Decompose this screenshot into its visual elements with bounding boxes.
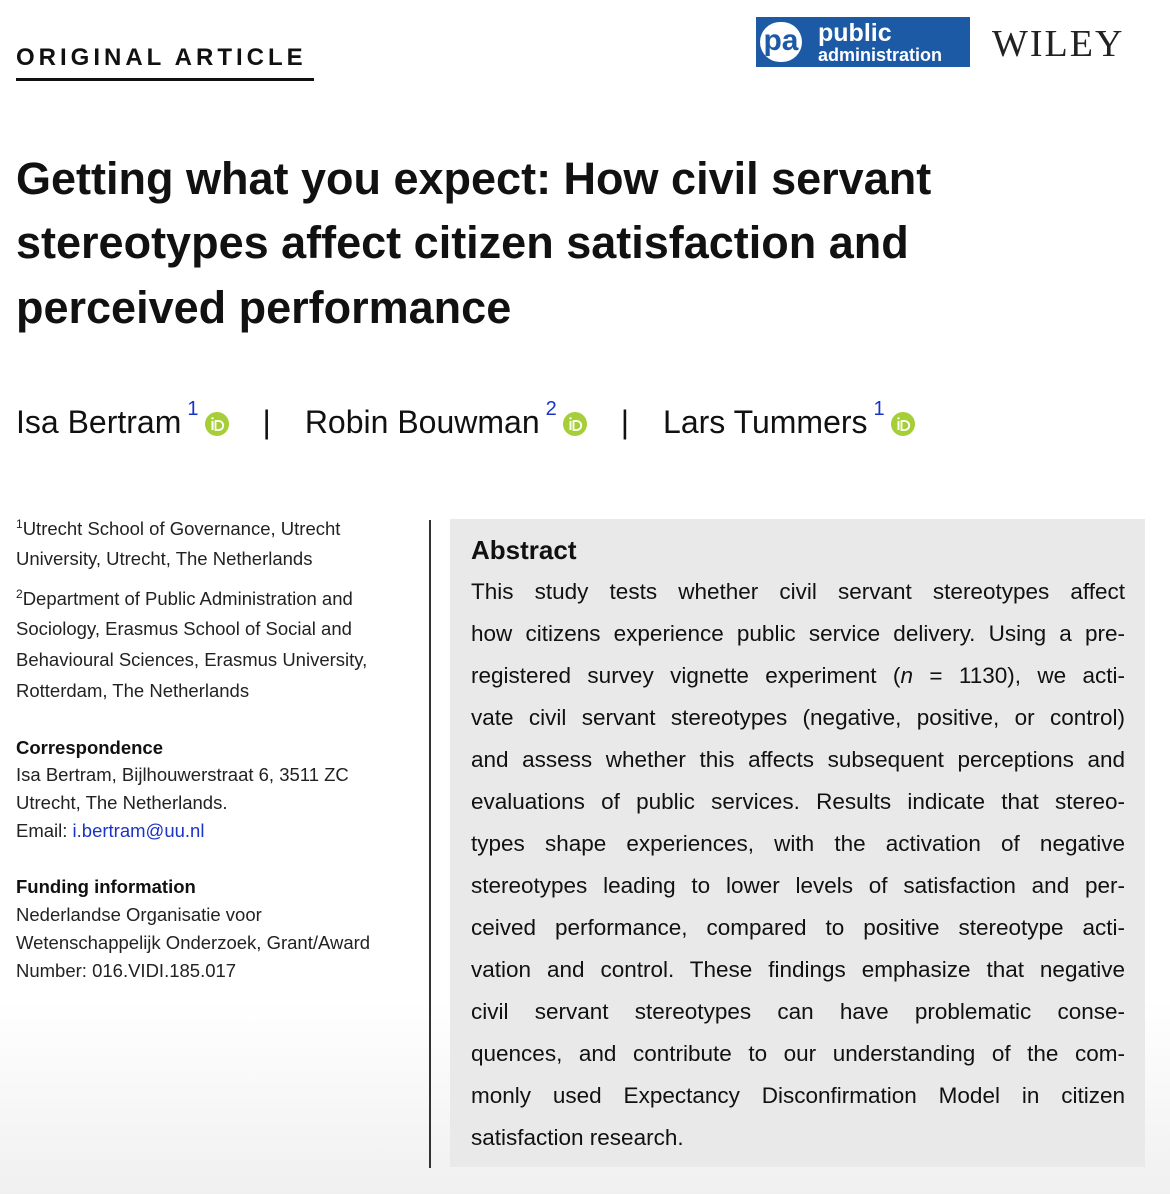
abstract-line: how citizens experience public service d… <box>471 621 1125 646</box>
funding-line: Nederlandse Organisatie voor <box>16 904 262 925</box>
abstract-line: vation and control. These findings empha… <box>471 957 1125 982</box>
author-name: Isa Bertram <box>16 404 182 440</box>
abstract-line: quences, and contribute to our understan… <box>471 1041 1125 1066</box>
abstract-line: satisfaction research. <box>471 1125 684 1150</box>
correspondence-heading: Correspondence <box>16 737 164 758</box>
author-name: Robin Bouwman <box>304 404 540 440</box>
abstract-line: evaluations of public services. Results … <box>471 789 1125 814</box>
abstract-line: types shape experiences, with the activa… <box>471 831 1125 856</box>
affiliation-number: 2 <box>16 587 23 601</box>
abstract-text: registered survey vignette experiment ( <box>471 663 901 688</box>
abstract-line: stereotypes leading to lower levels of s… <box>471 873 1125 898</box>
logo-abbr: pa <box>760 22 802 62</box>
affiliation-line: University, Utrecht, The Netherlands <box>16 548 313 569</box>
abstract-line: vate civil servant stereotypes (negative… <box>471 705 1125 730</box>
abstract-line: This study tests whether civil servant s… <box>471 579 1125 604</box>
abstract-heading: Abstract <box>471 535 577 565</box>
email-link[interactable]: i.bertram@uu.nl <box>72 820 205 841</box>
affiliation-line: Sociology, Erasmus School of Social and <box>16 618 352 639</box>
title-line: Getting what you expect: How civil serva… <box>16 153 932 204</box>
author-name: Lars Tummers <box>663 404 868 440</box>
affiliation-line: Rotterdam, The Netherlands <box>16 680 250 701</box>
section-label: ORIGINAL ARTICLE <box>16 44 307 71</box>
section-underline <box>16 78 314 81</box>
affiliation-line: Behavioural Sciences, Erasmus University… <box>16 649 368 670</box>
author-list: Isa Bertram 1 | Robin Bouwman 2 | Lars Tummers… <box>16 398 915 441</box>
abstract-line: ceived performance, compared to positive… <box>471 915 1125 940</box>
affiliation: 2Department of Public Administration and <box>16 587 353 610</box>
title-line: perceived performance <box>16 282 512 333</box>
abstract-text: n <box>900 663 913 688</box>
correspondence-line: Isa Bertram, Bijlhouwerstraat 6, 3511 ZC <box>16 764 349 785</box>
correspondence-line: Utrecht, The Netherlands. <box>16 792 228 813</box>
author-separator: | <box>620 404 630 440</box>
abstract-line: monly used Expectancy Disconfirmation Mo… <box>471 1083 1125 1108</box>
logo-line: public <box>818 19 892 47</box>
email-line: Email: i.bertram@uu.nl <box>16 820 204 842</box>
publisher: WILEY <box>992 23 1125 65</box>
orcid-icon[interactable] <box>204 412 229 436</box>
author-affiliation: 1 <box>873 398 885 420</box>
funding-line: Number: 016.VIDI.185.017 <box>16 960 237 981</box>
affiliation-line: Utrecht School of Governance, Utrecht <box>22 518 341 540</box>
orcid-icon[interactable] <box>562 412 587 436</box>
author-affiliation: 2 <box>545 398 557 420</box>
affiliation-number: 1 <box>16 517 23 531</box>
abstract-text: = 1130), we acti- <box>912 663 1125 688</box>
funding-heading: Funding information <box>16 876 196 897</box>
email-label: Email: <box>16 820 73 841</box>
author-separator: | <box>262 404 271 440</box>
funding-line: Wetenschappelijk Onderzoek, Grant/Award <box>16 932 371 953</box>
abstract-line: registered survey vignette experiment (n… <box>471 663 1125 689</box>
journal-logo: pa public administration <box>756 17 970 67</box>
author-affiliation: 1 <box>187 398 199 420</box>
affiliation-line: Department of Public Administration and <box>22 588 353 610</box>
column-divider <box>429 520 431 1168</box>
orcid-icon[interactable] <box>890 412 915 436</box>
logo-line: administration <box>818 45 943 65</box>
title-line: stereotypes affect citizen satisfaction … <box>16 217 909 268</box>
abstract-box <box>450 519 1145 1167</box>
affiliation: 1Utrecht School of Governance, Utrecht <box>16 517 340 540</box>
abstract-line: civil servant stereotypes can have probl… <box>471 999 1125 1024</box>
abstract-line: and assess whether this affects subseque… <box>471 747 1125 772</box>
